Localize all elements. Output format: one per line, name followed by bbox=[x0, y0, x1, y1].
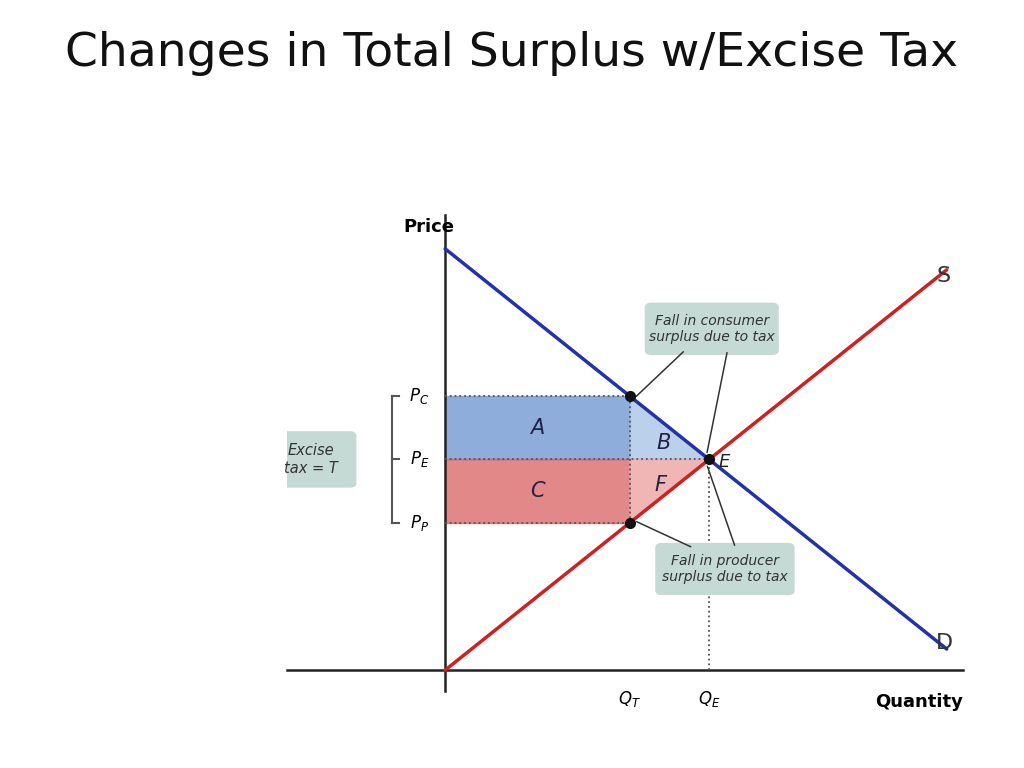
Text: Changes in Total Surplus w/Excise Tax: Changes in Total Surplus w/Excise Tax bbox=[66, 31, 958, 76]
Text: A: A bbox=[530, 418, 545, 438]
Text: Fall in producer
surplus due to tax: Fall in producer surplus due to tax bbox=[663, 554, 787, 584]
Text: $P_C$: $P_C$ bbox=[410, 386, 429, 406]
Text: D: D bbox=[936, 633, 953, 653]
FancyBboxPatch shape bbox=[645, 303, 779, 355]
Text: Quantity: Quantity bbox=[874, 694, 963, 711]
Text: C: C bbox=[530, 481, 545, 501]
Text: E: E bbox=[719, 452, 730, 471]
Text: $Q_E$: $Q_E$ bbox=[698, 689, 720, 709]
Polygon shape bbox=[630, 459, 709, 523]
Text: B: B bbox=[656, 432, 671, 452]
Text: $Q_T$: $Q_T$ bbox=[618, 689, 641, 709]
Text: Excise
tax = T: Excise tax = T bbox=[284, 443, 337, 475]
Text: S: S bbox=[936, 266, 950, 286]
Text: F: F bbox=[654, 475, 666, 495]
FancyBboxPatch shape bbox=[264, 431, 356, 488]
FancyBboxPatch shape bbox=[655, 543, 795, 595]
Text: Price: Price bbox=[403, 218, 455, 236]
Text: $P_P$: $P_P$ bbox=[411, 513, 429, 533]
Polygon shape bbox=[630, 396, 709, 459]
Text: $P_E$: $P_E$ bbox=[410, 449, 429, 469]
Text: Fall in consumer
surplus due to tax: Fall in consumer surplus due to tax bbox=[649, 313, 774, 344]
